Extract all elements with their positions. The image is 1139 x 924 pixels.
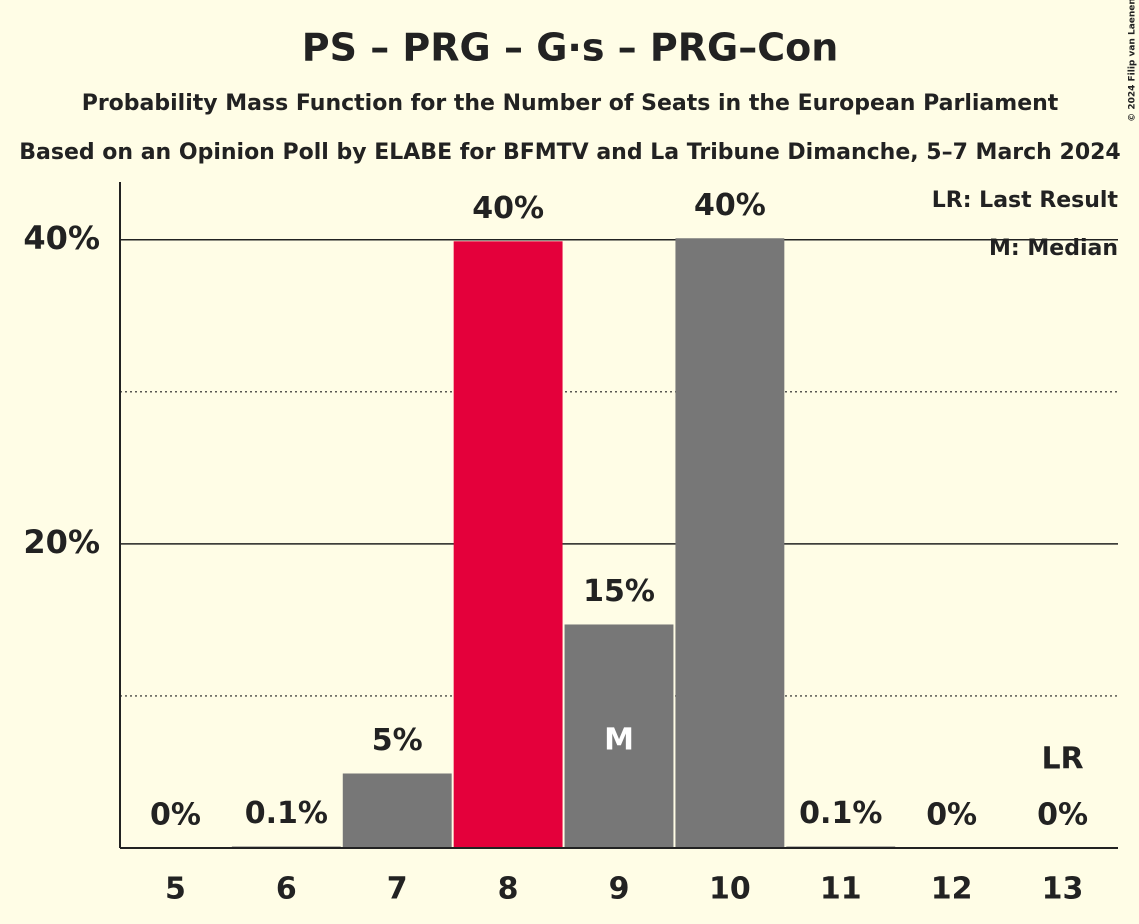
chart-subtitle: Based on an Opinion Poll by ELABE for BF… [19, 140, 1121, 165]
legend-entry: LR: Last Result [932, 188, 1119, 213]
copyright: © 2024 Filip van Laenen [1128, 0, 1138, 122]
bar [564, 624, 674, 848]
last-result-marker: LR [1041, 742, 1083, 777]
x-tick-label: 11 [820, 872, 862, 907]
chart-title: PS – PRG – G·s – PRG–Con [302, 26, 839, 70]
data-label: 0.1% [245, 796, 328, 831]
bar [675, 238, 785, 849]
bar [342, 773, 452, 848]
data-label: 5% [372, 723, 423, 758]
data-label: 40% [472, 191, 544, 226]
x-tick-label: 9 [609, 872, 630, 907]
y-tick-label: 40% [23, 219, 100, 257]
data-label: 40% [694, 188, 766, 223]
data-label: 0% [926, 798, 977, 833]
x-tick-label: 8 [498, 872, 519, 907]
x-tick-label: 7 [387, 872, 408, 907]
median-marker: M [604, 723, 634, 758]
x-tick-label: 10 [709, 872, 751, 907]
x-tick-label: 6 [276, 872, 297, 907]
chart-subtitle: Probability Mass Function for the Number… [82, 91, 1059, 116]
data-label: 0% [1037, 798, 1088, 833]
bar [453, 241, 563, 848]
data-label: 15% [583, 574, 655, 609]
x-tick-label: 12 [931, 872, 973, 907]
legend-entry: M: Median [989, 236, 1118, 261]
data-label: 0% [150, 798, 201, 833]
data-label: 0.1% [799, 796, 882, 831]
x-tick-label: 13 [1042, 872, 1084, 907]
y-tick-label: 20% [23, 523, 100, 561]
x-tick-label: 5 [165, 872, 186, 907]
